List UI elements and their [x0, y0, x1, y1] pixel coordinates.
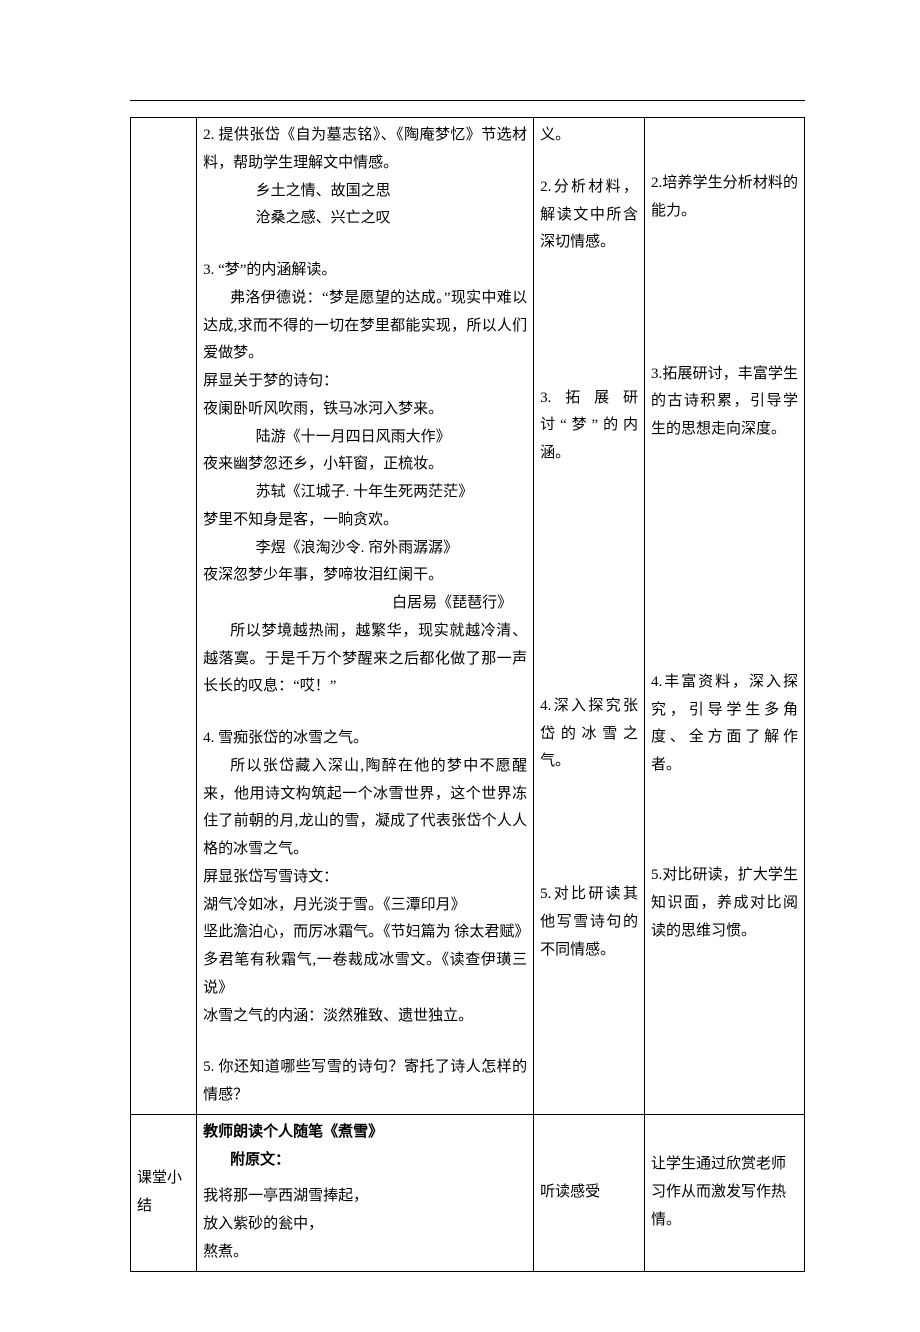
cell-stage	[131, 118, 197, 1115]
table-body: 2. 提供张岱《自为墓志铭》、《陶庵梦忆》节选材料，帮助学生理解文中情感。乡土之…	[131, 118, 805, 1272]
lesson-plan-table: 2. 提供张岱《自为墓志铭》、《陶庵梦忆》节选材料，帮助学生理解文中情感。乡土之…	[130, 117, 805, 1272]
cell-student-activity: 听读感受	[534, 1114, 645, 1271]
document-page: 2. 提供张岱《自为墓志铭》、《陶庵梦忆》节选材料，帮助学生理解文中情感。乡土之…	[0, 0, 920, 1332]
cell-stage: 课堂小结	[131, 1114, 197, 1271]
cell-teacher-activity: 2. 提供张岱《自为墓志铭》、《陶庵梦忆》节选材料，帮助学生理解文中情感。乡土之…	[197, 118, 534, 1115]
table-row: 2. 提供张岱《自为墓志铭》、《陶庵梦忆》节选材料，帮助学生理解文中情感。乡土之…	[131, 118, 805, 1115]
cell-design-intent: 2.培养学生分析材料的能力。3.拓展研讨，丰富学生的古诗积累，引导学生的思想走向…	[645, 118, 805, 1115]
cell-design-intent: 让学生通过欣赏老师习作从而激发写作热情。	[645, 1114, 805, 1271]
header-rule	[130, 100, 805, 101]
table-row: 课堂小结 教师朗读个人随笔《煮雪》附原文：我将那一亭西湖雪捧起，放入紫砂的瓮中，…	[131, 1114, 805, 1271]
cell-teacher-activity: 教师朗读个人随笔《煮雪》附原文：我将那一亭西湖雪捧起，放入紫砂的瓮中，熬煮。	[197, 1114, 534, 1271]
cell-student-activity: 义。2.分析材料，解读文中所含深切情感。3.拓展研讨“梦”的内涵。4.深入探究张…	[534, 118, 645, 1115]
